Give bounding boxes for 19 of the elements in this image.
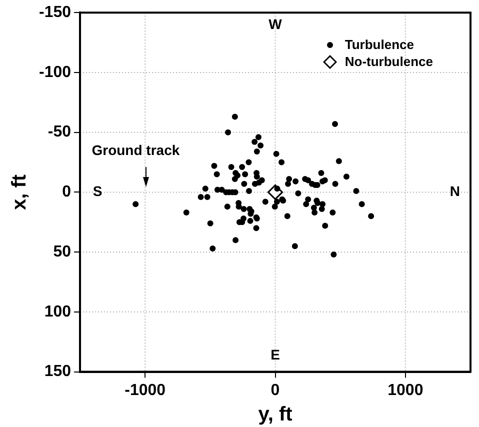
annotation: W — [268, 16, 283, 32]
legend-label: Turbulence — [344, 36, 414, 53]
legend-label: No-turbulence — [344, 53, 433, 70]
y-tick-label: 100 — [44, 303, 72, 320]
y-axis-title: x, ft — [8, 174, 31, 210]
y-tick-label: 0 — [62, 184, 72, 201]
y-tick-label: -100 — [38, 64, 72, 81]
annotation: Ground track — [92, 142, 180, 158]
y-tick-label: -50 — [48, 124, 72, 141]
x-axis-title: y, ft — [258, 404, 293, 426]
y-tick-label: 50 — [53, 243, 72, 260]
annotation: N — [450, 183, 460, 200]
annotation: S — [92, 183, 102, 200]
x-tick-label: 1000 — [388, 382, 424, 399]
x-tick-label: 0 — [270, 382, 280, 399]
y-tick-label: -150 — [38, 4, 72, 22]
y-tick-label: 150 — [44, 363, 72, 380]
annotation: E — [270, 346, 280, 362]
x-tick-label: -1000 — [124, 382, 166, 399]
